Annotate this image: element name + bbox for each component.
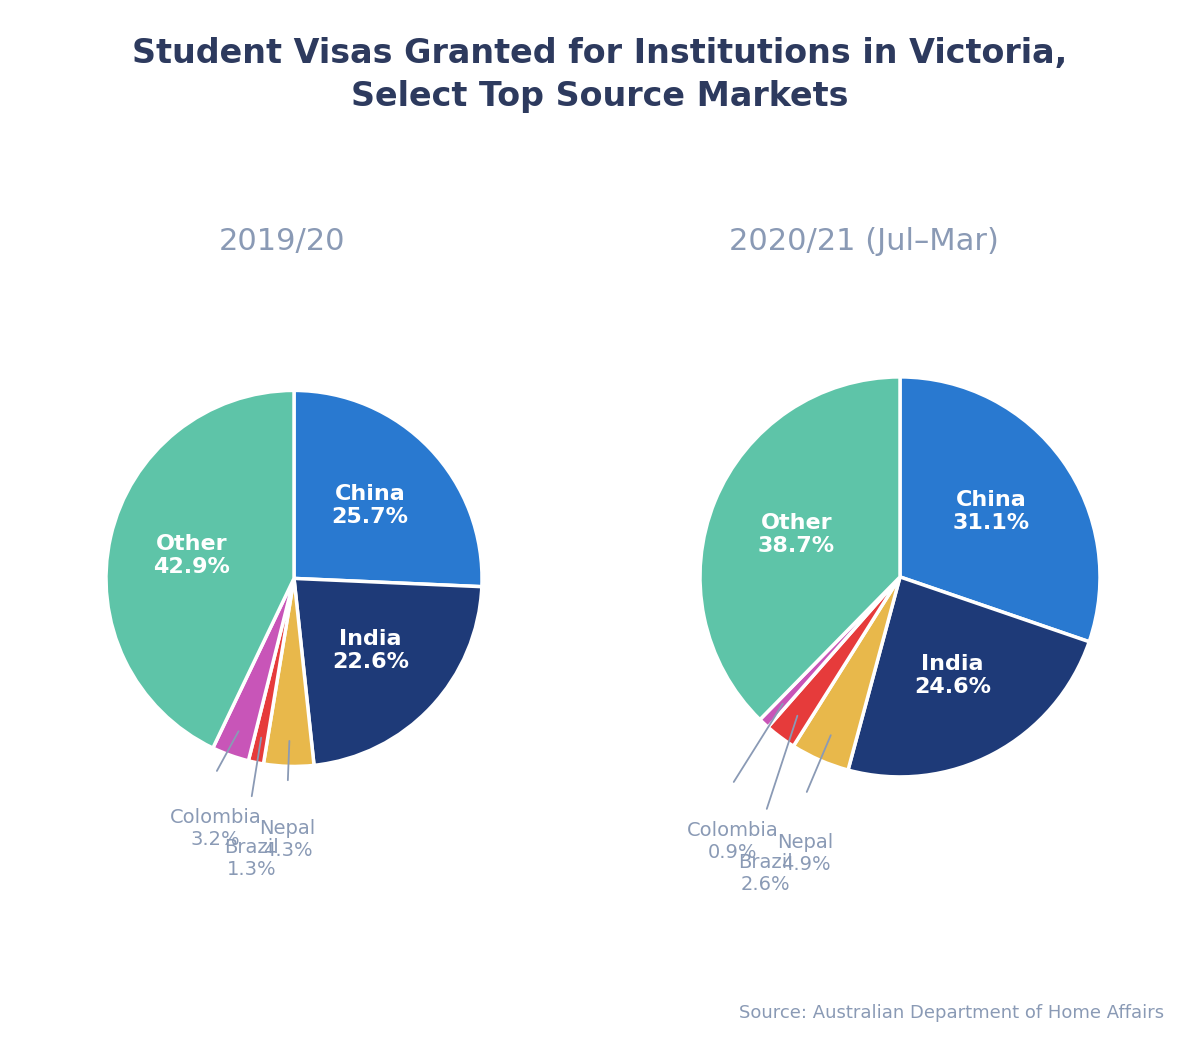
Text: Other
42.9%: Other 42.9% — [152, 533, 229, 577]
Text: China
31.1%: China 31.1% — [953, 490, 1030, 533]
Wedge shape — [848, 577, 1090, 777]
Text: Nepal
4.3%: Nepal 4.3% — [259, 819, 316, 860]
Text: India
22.6%: India 22.6% — [332, 629, 409, 672]
Wedge shape — [700, 377, 900, 719]
Text: Colombia
0.9%: Colombia 0.9% — [686, 821, 778, 862]
Text: Other
38.7%: Other 38.7% — [757, 513, 835, 557]
Text: Nepal
4.9%: Nepal 4.9% — [778, 833, 834, 874]
Wedge shape — [294, 391, 482, 587]
Text: 2019/20: 2019/20 — [218, 227, 346, 256]
Text: Student Visas Granted for Institutions in Victoria,
Select Top Source Markets: Student Visas Granted for Institutions i… — [132, 37, 1068, 113]
Wedge shape — [106, 391, 294, 748]
Text: 2020/21 (Jul–Mar): 2020/21 (Jul–Mar) — [730, 227, 998, 256]
Text: China
25.7%: China 25.7% — [331, 484, 408, 527]
Text: India
24.6%: India 24.6% — [914, 655, 991, 697]
Wedge shape — [793, 577, 900, 770]
Text: Brazil
1.3%: Brazil 1.3% — [224, 837, 278, 879]
Wedge shape — [768, 577, 900, 747]
Wedge shape — [760, 577, 900, 728]
Wedge shape — [264, 579, 314, 767]
Wedge shape — [212, 579, 294, 760]
Text: Source: Australian Department of Home Affairs: Source: Australian Department of Home Af… — [739, 1004, 1164, 1022]
Wedge shape — [900, 377, 1100, 642]
Text: Colombia
3.2%: Colombia 3.2% — [169, 808, 262, 849]
Text: Brazil
2.6%: Brazil 2.6% — [738, 853, 793, 894]
Wedge shape — [294, 579, 482, 766]
Wedge shape — [248, 579, 294, 763]
